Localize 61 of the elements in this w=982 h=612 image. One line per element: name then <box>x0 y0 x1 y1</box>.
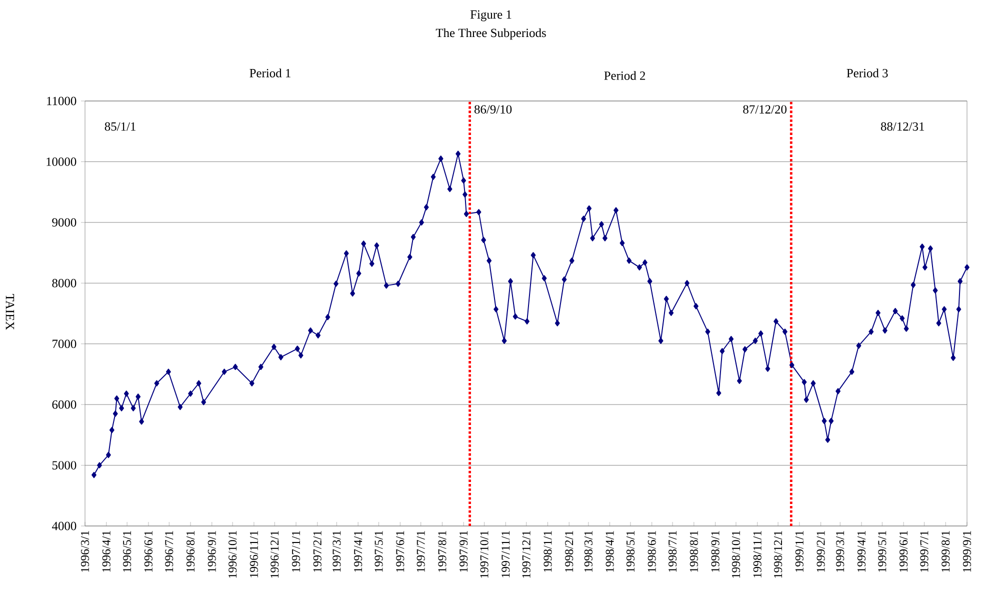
x-tick-label: 1997/6/1 <box>396 531 404 572</box>
x-tick-label: 1998/1/1 <box>544 531 552 572</box>
y-tick-label: 7000 <box>52 340 76 348</box>
x-tick-label: 1997/11/1 <box>502 531 510 578</box>
x-tick-label: 1996/9/1 <box>208 531 216 572</box>
x-tick-label: 1999/5/1 <box>878 531 886 572</box>
x-tick-label: 1997/9/1 <box>460 531 468 572</box>
y-tick-label: 11000 <box>47 96 76 106</box>
text: Period 1 <box>250 68 290 78</box>
x-tick-label: 1999/4/1 <box>857 531 866 572</box>
y-tick-label: 10000 <box>46 158 76 166</box>
x-tick-label: 1996/5/1 <box>123 531 132 572</box>
annotation: 88/12/31 <box>880 122 924 131</box>
chart-subtitle: The Three Subperiods <box>436 28 546 40</box>
x-tick-label: 1998/11/1 <box>753 531 762 578</box>
x-tick-label: 1998/3/1 <box>584 531 592 572</box>
x-tick-label: 1996/7/1 <box>165 531 174 572</box>
x-tick-label: 1997/10/1 <box>480 531 488 578</box>
y-tick-label: 5000 <box>52 461 76 470</box>
text: Period 2 <box>604 71 646 80</box>
x-tick-label: 1996/8/1 <box>186 531 195 572</box>
ref-line-label: 86/9/10 <box>474 105 512 114</box>
chart-title: Figure 1 <box>470 10 512 22</box>
x-tick-label: 1996/4/1 <box>102 531 110 572</box>
y-tick-label: 6000 <box>52 400 76 409</box>
x-tick-label: 1999/3/1 <box>836 531 844 572</box>
x-tick-label: 1999/8/1 <box>942 531 950 572</box>
y-tick-label: 8000 <box>52 278 76 288</box>
annotation: 85/1/1 <box>104 122 136 131</box>
y-axis-title: TAIEX <box>6 294 14 330</box>
x-tick-label: 1998/8/1 <box>690 531 698 572</box>
y-tick-label: 9000 <box>52 218 76 227</box>
x-tick-label: 1997/5/1 <box>374 531 383 572</box>
ref-line-label: 87/12/20 <box>743 105 786 114</box>
y-tick-label: 4000 <box>52 522 76 530</box>
x-tick-label: 1998/7/1 <box>668 531 677 572</box>
x-tick-label: 1997/8/1 <box>438 531 446 572</box>
x-tick-label: 1997/1/1 <box>292 531 300 572</box>
x-tick-label: 1997/4/1 <box>354 531 362 572</box>
x-tick-label: 1997/3/1 <box>332 531 341 572</box>
x-tick-label: 1996/11/1 <box>250 531 258 578</box>
text: Period 3 <box>846 68 888 78</box>
x-tick-label: 1996/10/1 <box>228 531 237 578</box>
x-tick-label: 1999/1/1 <box>795 531 804 572</box>
x-tick-label: 1998/6/1 <box>648 531 656 572</box>
x-tick-label: 1999/2/1 <box>816 531 825 572</box>
x-tick-label: 1998/10/1 <box>732 531 740 578</box>
x-tick-label: 1998/5/1 <box>626 531 635 572</box>
x-tick-label: 1999/7/1 <box>920 531 928 572</box>
x-tick-label: 1998/9/1 <box>711 531 720 572</box>
x-tick-label: 1997/2/1 <box>313 531 322 572</box>
x-tick-label: 1999/9/1 <box>962 531 972 572</box>
x-tick-label: 1999/6/1 <box>900 531 908 572</box>
x-tick-label: 1996/6/1 <box>144 531 152 572</box>
x-tick-label: 1996/12/1 <box>270 531 279 578</box>
x-tick-label: 1998/4/1 <box>606 531 614 572</box>
x-tick-label: 1998/12/1 <box>774 531 782 578</box>
x-tick-label: 1998/2/1 <box>565 531 574 572</box>
x-tick-label: 1997/7/1 <box>416 531 425 572</box>
x-tick-label: 1996/3/1 <box>80 531 90 572</box>
x-tick-label: 1997/12/1 <box>522 531 530 578</box>
